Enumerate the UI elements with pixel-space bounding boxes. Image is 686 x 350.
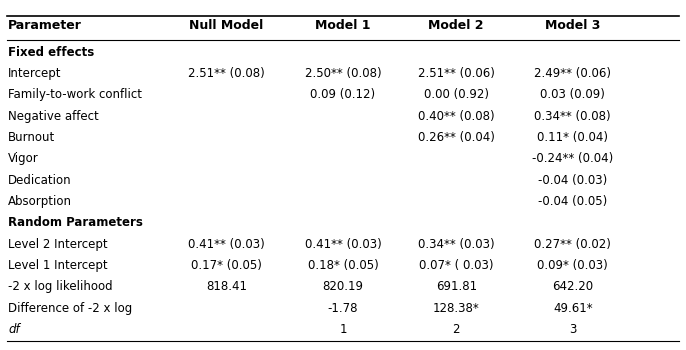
Text: 0.09 (0.12): 0.09 (0.12) — [311, 88, 375, 101]
Text: 2.49** (0.06): 2.49** (0.06) — [534, 67, 611, 80]
Text: 2: 2 — [453, 323, 460, 336]
Text: 3: 3 — [569, 323, 576, 336]
Text: Negative affect: Negative affect — [8, 110, 99, 122]
Text: 0.07* ( 0.03): 0.07* ( 0.03) — [419, 259, 493, 272]
Text: Absorption: Absorption — [8, 195, 72, 208]
Text: 0.17* (0.05): 0.17* (0.05) — [191, 259, 262, 272]
Text: 2.51** (0.06): 2.51** (0.06) — [418, 67, 495, 80]
Text: Random Parameters: Random Parameters — [8, 216, 143, 229]
Text: Model 2: Model 2 — [429, 19, 484, 32]
Text: df: df — [8, 323, 20, 336]
Text: 0.34** (0.03): 0.34** (0.03) — [418, 238, 495, 251]
Text: -0.04 (0.05): -0.04 (0.05) — [539, 195, 607, 208]
Text: 0.40** (0.08): 0.40** (0.08) — [418, 110, 495, 122]
Text: 818.41: 818.41 — [206, 280, 247, 293]
Text: 128.38*: 128.38* — [433, 302, 480, 315]
Text: 0.26** (0.04): 0.26** (0.04) — [418, 131, 495, 144]
Text: 0.27** (0.02): 0.27** (0.02) — [534, 238, 611, 251]
Text: 0.09* (0.03): 0.09* (0.03) — [537, 259, 608, 272]
Text: 0.11* (0.04): 0.11* (0.04) — [537, 131, 608, 144]
Text: 0.41** (0.03): 0.41** (0.03) — [305, 238, 381, 251]
Text: -0.04 (0.03): -0.04 (0.03) — [539, 174, 607, 187]
Text: 691.81: 691.81 — [436, 280, 477, 293]
Text: 0.41** (0.03): 0.41** (0.03) — [188, 238, 265, 251]
Text: 2.51** (0.08): 2.51** (0.08) — [188, 67, 265, 80]
Text: 0.34** (0.08): 0.34** (0.08) — [534, 110, 611, 122]
Text: Burnout: Burnout — [8, 131, 56, 144]
Text: 820.19: 820.19 — [322, 280, 364, 293]
Text: Parameter: Parameter — [8, 19, 82, 32]
Text: Null Model: Null Model — [189, 19, 263, 32]
Text: Level 1 Intercept: Level 1 Intercept — [8, 259, 108, 272]
Text: Family-to-work conflict: Family-to-work conflict — [8, 88, 142, 101]
Text: -1.78: -1.78 — [328, 302, 358, 315]
Text: 0.03 (0.09): 0.03 (0.09) — [541, 88, 605, 101]
Text: 2.50** (0.08): 2.50** (0.08) — [305, 67, 381, 80]
Text: 49.61*: 49.61* — [553, 302, 593, 315]
Text: Vigor: Vigor — [8, 152, 39, 165]
Text: Difference of -2 x log: Difference of -2 x log — [8, 302, 132, 315]
Text: Model 3: Model 3 — [545, 19, 600, 32]
Text: -2 x log likelihood: -2 x log likelihood — [8, 280, 113, 293]
Text: Intercept: Intercept — [8, 67, 62, 80]
Text: 0.00 (0.92): 0.00 (0.92) — [424, 88, 488, 101]
Text: Level 2 Intercept: Level 2 Intercept — [8, 238, 108, 251]
Text: 0.18* (0.05): 0.18* (0.05) — [307, 259, 379, 272]
Text: -0.24** (0.04): -0.24** (0.04) — [532, 152, 613, 165]
Text: Model 1: Model 1 — [316, 19, 370, 32]
Text: Fixed effects: Fixed effects — [8, 46, 95, 58]
Text: Dedication: Dedication — [8, 174, 72, 187]
Text: 1: 1 — [340, 323, 346, 336]
Text: 642.20: 642.20 — [552, 280, 593, 293]
